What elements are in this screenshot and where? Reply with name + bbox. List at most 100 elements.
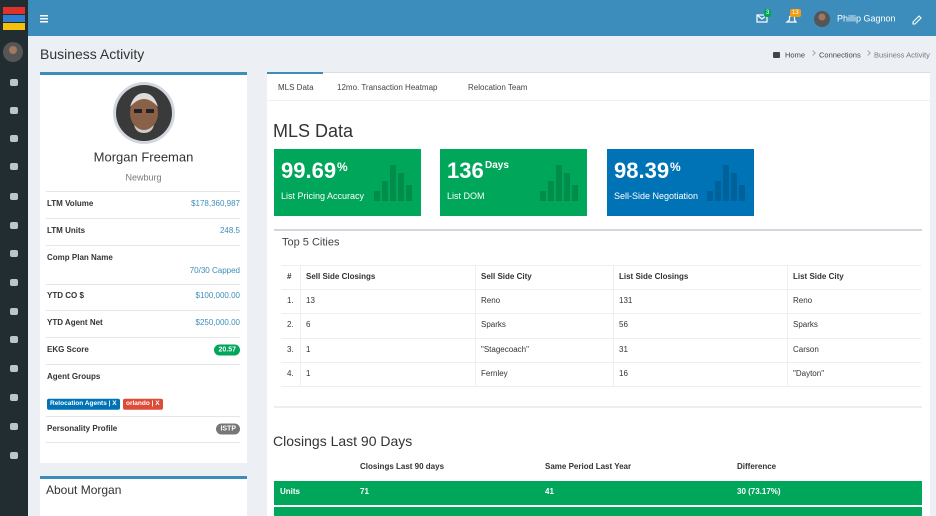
badge: ISTP bbox=[216, 423, 240, 435]
top-bar bbox=[0, 0, 936, 36]
sidebar-icon[interactable] bbox=[10, 394, 18, 401]
stat-unit: % bbox=[670, 160, 681, 174]
stat-icon bbox=[398, 173, 404, 201]
table-cell: Sparks bbox=[481, 320, 506, 329]
stat-label: Sell-Side Negotiation bbox=[614, 191, 699, 201]
row-divider bbox=[281, 386, 921, 387]
row-divider bbox=[281, 338, 921, 339]
stat-icon bbox=[723, 165, 729, 201]
stat-icon bbox=[540, 191, 546, 201]
stat-value: 136 bbox=[447, 158, 484, 183]
table-cell: 16 bbox=[619, 369, 628, 378]
sidebar-avatar bbox=[9, 46, 17, 54]
notif-badge: 13 bbox=[790, 9, 801, 17]
sidebar-icon[interactable] bbox=[10, 135, 18, 142]
divider bbox=[274, 406, 922, 408]
stat-label: List DOM bbox=[447, 191, 485, 201]
table-cell: 6 bbox=[306, 320, 311, 329]
stat-icon bbox=[390, 165, 396, 201]
mail-badge: 3 bbox=[764, 9, 772, 17]
tab[interactable]: Relocation Team bbox=[468, 83, 528, 92]
profile-name: Morgan Freeman bbox=[93, 149, 194, 165]
row-divider bbox=[46, 310, 240, 311]
home-icon bbox=[773, 52, 780, 58]
row-divider bbox=[46, 337, 240, 338]
row-divider bbox=[46, 245, 240, 246]
col-divider bbox=[475, 265, 476, 386]
breadcrumb-item[interactable]: Connections bbox=[819, 50, 861, 60]
table-cell: "Dayton" bbox=[793, 369, 825, 378]
stat-unit: Days bbox=[485, 160, 509, 171]
table-cell: Carson bbox=[793, 345, 819, 354]
table-cell: Sparks bbox=[793, 320, 818, 329]
profile-label: LTM Units bbox=[47, 226, 86, 235]
stat-label: List Pricing Accuracy bbox=[281, 191, 365, 201]
stat-icon bbox=[707, 191, 713, 201]
section-title: Closings Last 90 Days bbox=[273, 433, 413, 449]
sidebar-icon[interactable] bbox=[10, 79, 18, 86]
col-divider bbox=[613, 265, 614, 386]
profile-label: Comp Plan Name bbox=[47, 253, 113, 262]
menu-toggle[interactable] bbox=[40, 15, 48, 23]
section-title: MLS Data bbox=[273, 121, 354, 141]
sidebar-icon[interactable] bbox=[10, 365, 18, 372]
table-cell: 131 bbox=[619, 296, 633, 305]
edit-icon[interactable] bbox=[912, 15, 922, 25]
table-header: Closings Last 90 days bbox=[360, 462, 445, 471]
logo bbox=[3, 23, 25, 30]
table-cell: Fernley bbox=[481, 369, 508, 378]
sidebar-icon[interactable] bbox=[10, 423, 18, 430]
profile-value: $178,360,987 bbox=[191, 199, 240, 208]
sidebar-icon[interactable] bbox=[10, 308, 18, 315]
table-header: List Side Closings bbox=[619, 272, 689, 281]
breadcrumb-item[interactable]: Home bbox=[785, 50, 806, 60]
row-divider bbox=[46, 191, 240, 192]
divider bbox=[274, 229, 922, 231]
stat-box: 136 Days List DOM bbox=[440, 149, 587, 216]
profile-value: $250,000.00 bbox=[195, 318, 241, 327]
sidebar-icon[interactable] bbox=[10, 107, 18, 114]
row-divider bbox=[281, 362, 921, 363]
profile-photo bbox=[113, 82, 175, 144]
stat-icon bbox=[548, 181, 554, 201]
table-cell: 30 (73.17%) bbox=[737, 487, 781, 496]
sidebar-icon[interactable] bbox=[10, 250, 18, 257]
stat-icon bbox=[374, 191, 380, 201]
group-tag[interactable]: orlando | X bbox=[123, 398, 163, 410]
stat-unit: % bbox=[337, 160, 348, 174]
sidebar-icon[interactable] bbox=[10, 452, 18, 459]
table-cell: 1 bbox=[306, 369, 311, 378]
sidebar-icon[interactable] bbox=[10, 193, 18, 200]
active-tab[interactable] bbox=[267, 72, 323, 100]
row-divider bbox=[46, 364, 240, 365]
sidebar-icon[interactable] bbox=[10, 163, 18, 170]
table-cell: Reno bbox=[793, 296, 813, 305]
logo bbox=[3, 15, 25, 22]
stat-icon bbox=[739, 185, 745, 201]
table-cell: 13 bbox=[306, 296, 315, 305]
stat-icon bbox=[382, 181, 388, 201]
group-tag[interactable]: Relocation Agents | X bbox=[47, 398, 120, 410]
sidebar-icon[interactable] bbox=[10, 336, 18, 343]
row-divider bbox=[46, 218, 240, 219]
table-header: Same Period Last Year bbox=[545, 462, 632, 471]
sidebar-icon[interactable] bbox=[10, 222, 18, 229]
stat-icon bbox=[406, 185, 412, 201]
row-divider bbox=[46, 416, 240, 417]
profile-value: $100,000.00 bbox=[195, 291, 241, 300]
row-divider bbox=[281, 313, 921, 314]
tab[interactable]: MLS Data bbox=[278, 83, 314, 92]
user-name[interactable]: Phillip Gagnon bbox=[837, 13, 896, 24]
sidebar-icon[interactable] bbox=[10, 279, 18, 286]
profile-label: YTD CO $ bbox=[47, 291, 84, 300]
table-cell: 2. bbox=[287, 320, 294, 329]
profile-label: Agent Groups bbox=[47, 372, 101, 381]
table-cell: Reno bbox=[481, 296, 501, 305]
tab[interactable]: 12mo. Transaction Heatmap bbox=[337, 83, 438, 92]
breadcrumb-item: Business Activity bbox=[874, 50, 930, 60]
table-cell: 1 bbox=[306, 345, 311, 354]
stat-icon bbox=[715, 181, 721, 201]
row-divider bbox=[46, 442, 240, 443]
